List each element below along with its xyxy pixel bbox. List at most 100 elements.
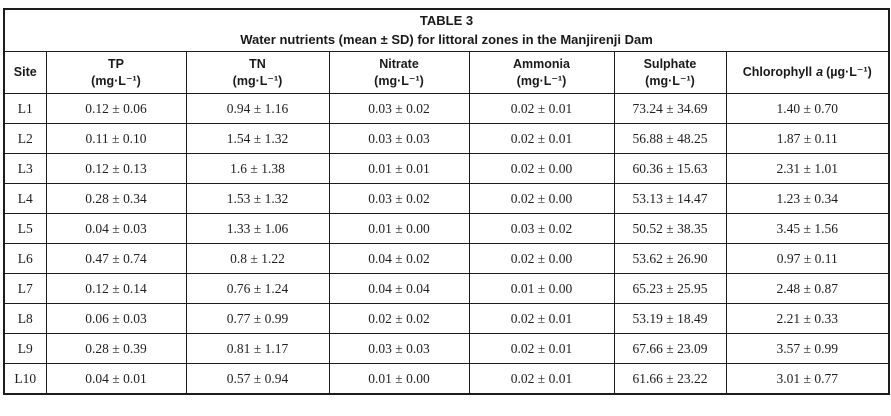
value-cell: 0.02 ± 0.02 bbox=[328, 303, 470, 334]
value-cell: 0.12 ± 0.14 bbox=[45, 273, 187, 304]
value-cell: 0.8 ± 1.22 bbox=[185, 243, 330, 274]
value-cell: 3.01 ± 0.77 bbox=[725, 363, 890, 395]
value-cell: 0.57 ± 0.94 bbox=[185, 363, 330, 395]
column-label: Sulphate bbox=[643, 57, 697, 72]
column-label: Site bbox=[13, 65, 37, 80]
value-cell: 0.01 ± 0.00 bbox=[468, 273, 615, 304]
site-cell: L3 bbox=[3, 153, 47, 184]
site-cell: L9 bbox=[3, 333, 47, 364]
value-cell: 0.02 ± 0.00 bbox=[468, 183, 615, 214]
column-label: Chlorophyll bbox=[742, 65, 813, 80]
value-cell: 0.02 ± 0.01 bbox=[468, 123, 615, 154]
value-cell: 0.03 ± 0.02 bbox=[328, 183, 470, 214]
value-cell: 3.57 ± 0.99 bbox=[725, 333, 890, 364]
value-cell: 0.03 ± 0.03 bbox=[328, 123, 470, 154]
value-cell: 56.88 ± 48.25 bbox=[613, 123, 727, 154]
table-row: L8 0.06 ± 0.03 0.77 ± 0.99 0.02 ± 0.02 0.02 … bbox=[3, 303, 890, 334]
site-cell: L4 bbox=[3, 183, 47, 214]
value-cell: 0.03 ± 0.03 bbox=[328, 333, 470, 364]
value-cell: 1.23 ± 0.34 bbox=[725, 183, 890, 214]
table-row: L4 0.28 ± 0.34 1.53 ± 1.32 0.03 ± 0.02 0.02 … bbox=[3, 183, 890, 214]
value-cell: 60.36 ± 15.63 bbox=[613, 153, 727, 184]
value-cell: 2.48 ± 0.87 bbox=[725, 273, 890, 304]
value-cell: 0.03 ± 0.02 bbox=[468, 213, 615, 244]
header-row: Site TP (mg·L⁻¹) TN (mg·L⁻¹) Nitrate (mg… bbox=[3, 51, 890, 94]
value-cell: 65.23 ± 25.95 bbox=[613, 273, 727, 304]
value-cell: 1.87 ± 0.11 bbox=[725, 123, 890, 154]
table-row: L3 0.12 ± 0.13 1.6 ± 1.38 0.01 ± 0.01 0.02 ±… bbox=[3, 153, 890, 184]
value-cell: 1.40 ± 0.70 bbox=[725, 93, 890, 124]
value-cell: 0.28 ± 0.34 bbox=[45, 183, 187, 214]
table-row: L9 0.28 ± 0.39 0.81 ± 1.17 0.03 ± 0.03 0.02 … bbox=[3, 333, 890, 364]
table-row: L7 0.12 ± 0.14 0.76 ± 1.24 0.04 ± 0.04 0.01 … bbox=[3, 273, 890, 304]
value-cell: 0.04 ± 0.04 bbox=[328, 273, 470, 304]
value-cell: 0.28 ± 0.39 bbox=[45, 333, 187, 364]
column-header-sulphate: Sulphate (mg·L⁻¹) bbox=[613, 51, 727, 94]
value-cell: 0.02 ± 0.01 bbox=[468, 303, 615, 334]
value-cell: 0.77 ± 0.99 bbox=[185, 303, 330, 334]
column-unit: (mg·L⁻¹) bbox=[374, 73, 424, 88]
value-cell: 0.06 ± 0.03 bbox=[45, 303, 187, 334]
table-caption: TABLE 3 Water nutrients (mean ± SD) for … bbox=[3, 8, 890, 52]
value-cell: 0.01 ± 0.00 bbox=[328, 213, 470, 244]
value-cell: 1.54 ± 1.32 bbox=[185, 123, 330, 154]
value-cell: 1.33 ± 1.06 bbox=[185, 213, 330, 244]
value-cell: 0.03 ± 0.02 bbox=[328, 93, 470, 124]
nutrients-table-container: TABLE 3 Water nutrients (mean ± SD) for … bbox=[3, 8, 891, 395]
value-cell: 67.66 ± 23.09 bbox=[613, 333, 727, 364]
column-label: Nitrate bbox=[379, 57, 419, 72]
column-unit: (µg·L⁻¹) bbox=[826, 65, 872, 80]
column-header-ammonia: Ammonia (mg·L⁻¹) bbox=[468, 51, 615, 94]
value-cell: 53.19 ± 18.49 bbox=[613, 303, 727, 334]
value-cell: 3.45 ± 1.56 bbox=[725, 213, 890, 244]
value-cell: 0.02 ± 0.01 bbox=[468, 333, 615, 364]
value-cell: 0.04 ± 0.03 bbox=[45, 213, 187, 244]
value-cell: 1.6 ± 1.38 bbox=[185, 153, 330, 184]
table-row: L5 0.04 ± 0.03 1.33 ± 1.06 0.01 ± 0.00 0.03 … bbox=[3, 213, 890, 244]
value-cell: 53.62 ± 26.90 bbox=[613, 243, 727, 274]
value-cell: 0.04 ± 0.02 bbox=[328, 243, 470, 274]
value-cell: 0.02 ± 0.00 bbox=[468, 243, 615, 274]
value-cell: 0.02 ± 0.01 bbox=[468, 363, 615, 395]
caption-row: TABLE 3 Water nutrients (mean ± SD) for … bbox=[3, 8, 890, 52]
value-cell: 53.13 ± 14.47 bbox=[613, 183, 727, 214]
site-cell: L6 bbox=[3, 243, 47, 274]
value-cell: 50.52 ± 38.35 bbox=[613, 213, 727, 244]
value-cell: 73.24 ± 34.69 bbox=[613, 93, 727, 124]
site-cell: L10 bbox=[3, 363, 47, 395]
value-cell: 0.94 ± 1.16 bbox=[185, 93, 330, 124]
value-cell: 0.76 ± 1.24 bbox=[185, 273, 330, 304]
table-row: L1 0.12 ± 0.06 0.94 ± 1.16 0.03 ± 0.02 0.02 … bbox=[3, 93, 890, 124]
value-cell: 0.02 ± 0.00 bbox=[468, 153, 615, 184]
table-title: TABLE 3 bbox=[419, 12, 474, 28]
column-label-italic: a bbox=[816, 65, 824, 80]
column-header-tn: TN (mg·L⁻¹) bbox=[185, 51, 330, 94]
nutrients-table: TABLE 3 Water nutrients (mean ± SD) for … bbox=[3, 8, 891, 395]
site-cell: L8 bbox=[3, 303, 47, 334]
value-cell: 2.21 ± 0.33 bbox=[725, 303, 890, 334]
value-cell: 0.04 ± 0.01 bbox=[45, 363, 187, 395]
value-cell: 0.47 ± 0.74 bbox=[45, 243, 187, 274]
site-cell: L5 bbox=[3, 213, 47, 244]
site-cell: L2 bbox=[3, 123, 47, 154]
value-cell: 2.31 ± 1.01 bbox=[725, 153, 890, 184]
column-unit: (mg·L⁻¹) bbox=[645, 73, 695, 88]
column-header-chlorophyll: Chlorophyll a (µg·L⁻¹) bbox=[725, 51, 890, 94]
column-unit: (mg·L⁻¹) bbox=[232, 73, 283, 88]
column-header-nitrate: Nitrate (mg·L⁻¹) bbox=[328, 51, 470, 94]
value-cell: 0.01 ± 0.00 bbox=[328, 363, 470, 395]
value-cell: 0.02 ± 0.01 bbox=[468, 93, 615, 124]
column-label: TP bbox=[108, 57, 124, 72]
table-row: L2 0.11 ± 0.10 1.54 ± 1.32 0.03 ± 0.03 0.02 … bbox=[3, 123, 890, 154]
value-cell: 0.12 ± 0.13 bbox=[45, 153, 187, 184]
site-cell: L7 bbox=[3, 273, 47, 304]
column-label: Ammonia bbox=[513, 57, 570, 72]
column-unit: (mg·L⁻¹) bbox=[91, 73, 141, 88]
column-label: TN bbox=[249, 57, 266, 72]
value-cell: 0.97 ± 0.11 bbox=[725, 243, 890, 274]
value-cell: 0.01 ± 0.01 bbox=[328, 153, 470, 184]
value-cell: 0.11 ± 0.10 bbox=[45, 123, 187, 154]
column-header-site: Site bbox=[3, 51, 47, 94]
table-body: L1 0.12 ± 0.06 0.94 ± 1.16 0.03 ± 0.02 0.02 … bbox=[3, 93, 890, 395]
site-cell: L1 bbox=[3, 93, 47, 124]
